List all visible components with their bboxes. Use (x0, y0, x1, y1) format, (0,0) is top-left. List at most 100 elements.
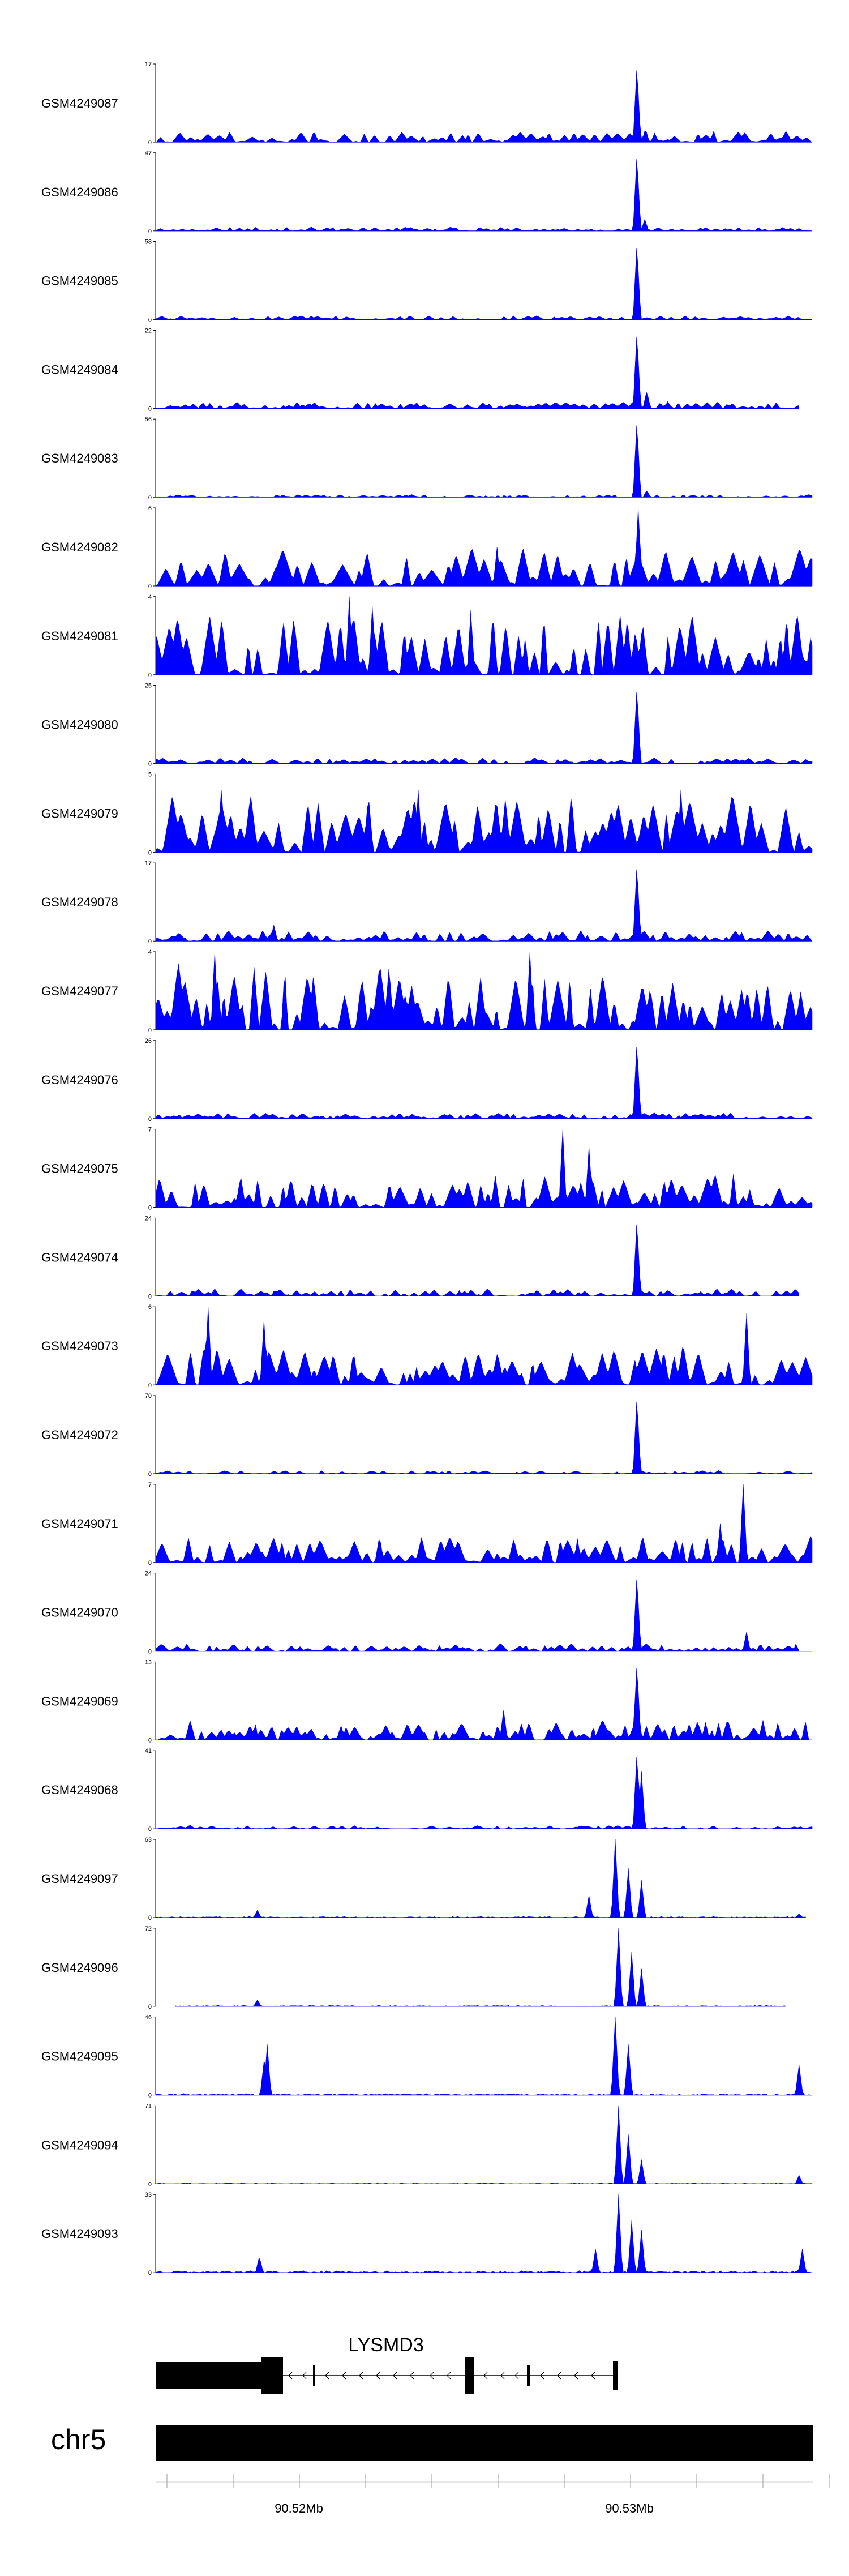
y-zero-label: 0 (148, 583, 152, 590)
track-GSM4249076: GSM4249076 26 0 (41, 1038, 813, 1123)
coverage-area (155, 2017, 813, 2095)
coverage-area (155, 1224, 800, 1296)
axis-tick-label: 90.53Mb (605, 2501, 654, 2515)
coverage-area (155, 507, 813, 587)
y-zero-label: 0 (148, 1915, 152, 1922)
strand-arrow (325, 2372, 329, 2380)
y-zero-label: 0 (148, 1382, 152, 1389)
y-zero-label: 0 (148, 938, 152, 945)
y-max-label: 7 (148, 1127, 152, 1133)
track-label: GSM4249077 (41, 984, 118, 998)
track-GSM4249093: GSM4249093 33 0 (41, 2192, 813, 2277)
track-label: GSM4249079 (41, 806, 118, 820)
coverage-area (155, 70, 813, 143)
strand-arrow (447, 2372, 451, 2380)
y-zero-label: 0 (148, 2181, 152, 2188)
y-zero-label: 0 (148, 1737, 152, 1744)
gene-name: LYSMD3 (348, 2334, 424, 2356)
y-max-label: 6 (148, 1304, 152, 1311)
y-max-label: 5 (148, 771, 152, 778)
y-max-label: 63 (145, 1837, 152, 1843)
y-max-label: 72 (145, 1925, 152, 1932)
y-zero-label: 0 (148, 672, 152, 679)
strand-arrow (376, 2372, 380, 2380)
y-max-label: 4 (148, 594, 152, 601)
strand-arrow (591, 2372, 595, 2380)
track-GSM4249087: GSM4249087 17 0 (41, 61, 813, 146)
y-zero-label: 0 (148, 405, 152, 412)
y-zero-label: 0 (148, 1027, 152, 1034)
track-GSM4249095: GSM4249095 46 0 (41, 2014, 813, 2099)
track-GSM4249080: GSM4249080 25 0 (41, 683, 813, 768)
strand-arrow (359, 2372, 363, 2380)
y-max-label: 7 (148, 1482, 152, 1488)
coverage-area (156, 336, 800, 409)
track-label: GSM4249082 (41, 540, 118, 554)
track-GSM4249074: GSM4249074 24 0 (41, 1215, 800, 1300)
y-max-label: 6 (148, 505, 152, 512)
strand-arrow (483, 2372, 488, 2380)
y-zero-label: 0 (148, 849, 152, 856)
track-label: GSM4249084 (41, 362, 118, 376)
coverage-area (155, 1402, 813, 1474)
strand-arrow (514, 2372, 519, 2380)
gene-exon (261, 2357, 283, 2394)
strand-arrow (302, 2372, 307, 2380)
track-label: GSM4249095 (41, 2049, 118, 2064)
coverage-area (175, 1928, 786, 2007)
y-zero-label: 0 (148, 2093, 152, 2099)
track-label: GSM4249073 (41, 1339, 118, 1353)
strand-arrow (430, 2372, 434, 2380)
track-GSM4249072: GSM4249072 70 0 (41, 1393, 813, 1478)
strand-arrow (393, 2372, 397, 2380)
y-max-label: 25 (145, 683, 152, 690)
y-max-label: 41 (145, 1748, 152, 1755)
track-GSM4249086: GSM4249086 47 0 (41, 150, 813, 235)
coverage-area (155, 248, 812, 320)
gene-utr-block (156, 2362, 266, 2389)
track-GSM4249079: GSM4249079 5 0 (41, 771, 813, 856)
track-GSM4249084: GSM4249084 22 0 (41, 327, 800, 412)
strand-arrow (574, 2372, 578, 2380)
y-max-label: 22 (145, 327, 152, 334)
track-label: GSM4249096 (41, 1961, 118, 1975)
y-zero-label: 0 (148, 1560, 152, 1567)
y-max-label: 56 (145, 416, 152, 423)
y-zero-label: 0 (148, 494, 152, 501)
axis-tick-label: 90.52Mb (275, 2501, 323, 2515)
coverage-area (156, 1668, 812, 1741)
track-label: GSM4249080 (41, 718, 118, 732)
y-zero-label: 0 (148, 1649, 152, 1655)
y-max-label: 70 (145, 1393, 152, 1400)
y-max-label: 13 (145, 1659, 152, 1666)
track-GSM4249078: GSM4249078 17 0 (41, 860, 813, 945)
strand-arrow (557, 2372, 561, 2380)
track-GSM4249069: GSM4249069 13 0 (41, 1659, 812, 1744)
coverage-area (155, 596, 813, 675)
y-zero-label: 0 (148, 228, 152, 235)
coverage-area (155, 1580, 812, 1651)
track-label: GSM4249074 (41, 1250, 118, 1264)
y-zero-label: 0 (148, 1116, 152, 1123)
track-GSM4249085: GSM4249085 58 0 (41, 239, 812, 324)
coverage-area (155, 1047, 813, 1119)
track-label: GSM4249069 (41, 1694, 118, 1708)
y-zero-label: 0 (148, 2004, 152, 2010)
track-label: GSM4249072 (41, 1428, 118, 1442)
y-zero-label: 0 (148, 317, 152, 324)
track-label: GSM4249076 (41, 1073, 118, 1087)
gene-exon (313, 2365, 315, 2386)
coverage-area (156, 425, 813, 498)
coverage-area (155, 1129, 813, 1208)
genome-axis: 90.52Mb 90.53Mb (156, 2474, 830, 2515)
track-GSM4249077: GSM4249077 4 0 (41, 949, 813, 1034)
gene-track: LYSMD3 (156, 2334, 618, 2394)
y-max-label: 24 (145, 1215, 152, 1222)
y-max-label: 4 (148, 949, 152, 956)
y-max-label: 17 (145, 61, 152, 68)
gene-exon (613, 2361, 618, 2390)
track-label: GSM4249087 (41, 96, 118, 110)
track-label: GSM4249086 (41, 185, 118, 199)
track-GSM4249075: GSM4249075 7 0 (41, 1127, 813, 1212)
track-label: GSM4249097 (41, 1872, 118, 1886)
